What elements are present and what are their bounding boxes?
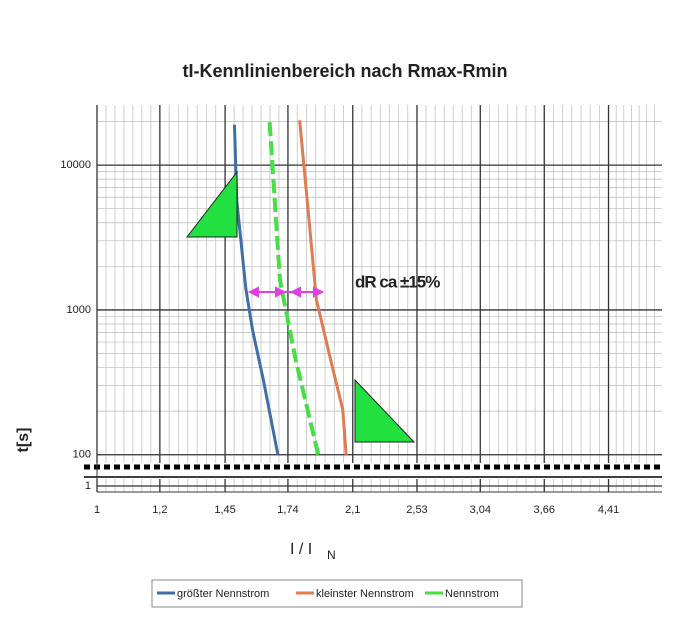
triangle xyxy=(185,170,238,238)
legend: größter Nennstrom kleinster Nennstrom Nenn… xyxy=(151,579,523,608)
chart-title: tI-Kennlinienbereich nach Rmax-Rmin xyxy=(182,61,507,81)
x-axis-label-subscript: N xyxy=(327,548,336,562)
legend-box xyxy=(151,579,523,608)
series-line xyxy=(298,120,348,455)
y-tick-label: 1000 xyxy=(67,304,91,316)
legend-label: kleinster Nennstrom xyxy=(316,588,414,600)
y-tick-label: 10000 xyxy=(60,159,91,171)
series-line xyxy=(267,122,321,456)
y-axis-label: t[s] xyxy=(15,428,32,453)
annotation: dR ca ±15% xyxy=(355,272,440,291)
x-tick-label: 2,53 xyxy=(406,504,427,516)
x-axis-label: I / I xyxy=(290,541,312,558)
x-tick-label: 1,74 xyxy=(277,504,298,516)
x-tick-label: 2,1 xyxy=(345,504,360,516)
y-tick-label: 100 xyxy=(73,449,91,461)
x-tick-label: 4,41 xyxy=(598,504,619,516)
arrows xyxy=(247,286,325,298)
legend-label: Nennstrom xyxy=(445,588,499,600)
x-tick-label: 3,04 xyxy=(470,504,491,516)
x-tick-label: 1 xyxy=(94,504,100,516)
y-tick-label: 1 xyxy=(85,480,91,492)
x-tick-label: 1,45 xyxy=(214,504,235,516)
triangle xyxy=(354,378,416,443)
x-tick-label: 1,2 xyxy=(152,504,167,516)
x-tick-label: 3,66 xyxy=(534,504,555,516)
legend-label: größter Nennstrom xyxy=(177,588,269,600)
decoration xyxy=(185,170,416,443)
